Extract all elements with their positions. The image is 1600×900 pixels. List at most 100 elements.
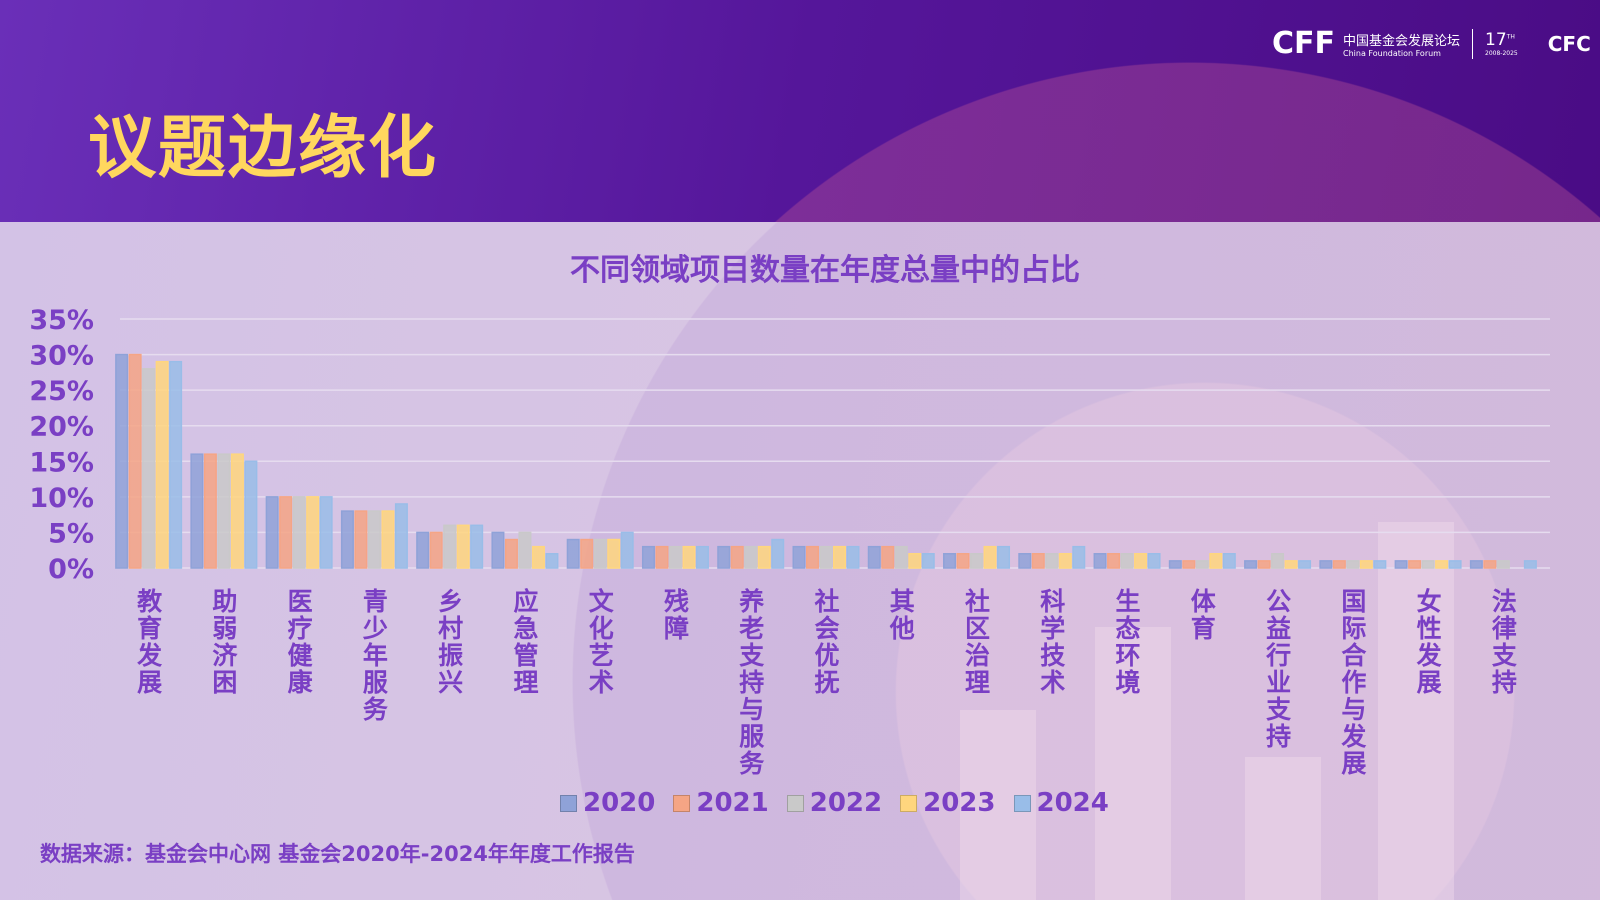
x-tick-label: 展 <box>1341 749 1366 778</box>
bar-2021 <box>806 545 819 569</box>
bar-2021 <box>655 545 669 569</box>
x-tick-label: 生 <box>1116 587 1141 616</box>
legend-swatch <box>560 794 577 812</box>
x-tick-label: 老 <box>739 614 764 643</box>
legend-label: 2023 <box>923 788 996 818</box>
bar-2022 <box>367 510 381 569</box>
x-tick-label: 术 <box>1040 668 1065 697</box>
page-title: 议题边缘化 <box>88 109 439 188</box>
x-tick-label: 学 <box>1040 614 1065 643</box>
bar-2021 <box>881 545 895 569</box>
bar-2020 <box>1394 560 1408 569</box>
bar-2024 <box>1523 560 1537 569</box>
x-tick-label: 性 <box>1417 614 1442 643</box>
x-tick-label: 展 <box>1417 668 1442 697</box>
bar-2023 <box>230 453 244 569</box>
bar-2024 <box>545 553 559 569</box>
bar-2020 <box>340 510 354 569</box>
x-tick-label: 青 <box>363 587 388 616</box>
logo-divider <box>1472 28 1474 59</box>
legend-item: 2020 <box>560 788 655 818</box>
x-tick-label: 支 <box>1266 695 1291 724</box>
bar-2024 <box>1448 560 1462 569</box>
bar-2021 <box>1257 560 1271 569</box>
bar-2021 <box>504 538 518 569</box>
bar-2022 <box>1496 560 1510 569</box>
bar-2020 <box>792 545 806 569</box>
legend-swatch <box>673 794 691 812</box>
x-tick-label: 国 <box>1341 587 1366 616</box>
logo-name-en: China Foundation Forum <box>1343 48 1441 58</box>
cff-logo-mark: CFF <box>1272 26 1336 61</box>
x-tick-label: 支 <box>1492 641 1517 670</box>
bar-2023 <box>531 545 545 569</box>
bar-2020 <box>867 545 881 569</box>
forum-logo: CFF 中国基金会发展论坛 China Foundation Forum 17T… <box>1272 26 1591 61</box>
legend-label: 2020 <box>583 788 656 818</box>
bar-2020 <box>1469 560 1483 569</box>
bar-2023 <box>1435 560 1449 569</box>
bar-2023 <box>1058 553 1072 569</box>
bar-2024 <box>169 360 183 569</box>
x-tick-label: 残 <box>664 587 689 616</box>
y-tick-label: 10% <box>29 483 94 514</box>
bar-2022 <box>292 496 306 569</box>
bar-2020 <box>1168 560 1182 569</box>
logo-name-cn: 中国基金会发展论坛 <box>1343 33 1461 49</box>
x-tick-label: 社 <box>965 587 990 616</box>
bar-2023 <box>1359 560 1373 569</box>
logo-edition: 17 <box>1485 30 1507 50</box>
x-tick-label: 益 <box>1266 614 1291 643</box>
x-tick-label: 务 <box>739 749 764 778</box>
x-tick-label: 体 <box>1191 587 1217 616</box>
bar-2023 <box>757 545 771 569</box>
x-tick-label: 弱 <box>212 614 237 643</box>
bar-2023 <box>155 360 169 569</box>
bar-2023 <box>1134 553 1148 569</box>
x-tick-label: 化 <box>589 614 614 643</box>
x-tick-label: 乡 <box>438 587 463 616</box>
x-tick-label: 兴 <box>438 668 463 697</box>
bar-2020 <box>491 531 505 569</box>
bar-2020 <box>566 538 580 569</box>
x-tick-label: 助 <box>212 587 237 616</box>
x-tick-label: 与 <box>1341 695 1366 724</box>
x-tick-label: 村 <box>438 614 463 643</box>
logo-edition-suffix: TH <box>1506 33 1515 41</box>
x-tick-label: 持 <box>1266 722 1291 751</box>
bar-2021 <box>1332 560 1346 569</box>
x-tick-label: 他 <box>889 614 915 643</box>
x-tick-label: 公 <box>1266 587 1291 616</box>
bar-2021 <box>1408 560 1422 569</box>
x-tick-label: 治 <box>965 641 990 670</box>
bar-2023 <box>682 545 696 569</box>
x-tick-label: 科 <box>1040 587 1065 616</box>
bar-2024 <box>1222 553 1236 569</box>
x-tick-label: 理 <box>965 668 990 697</box>
x-tick-label: 会 <box>814 614 839 643</box>
x-tick-label: 康 <box>288 668 314 697</box>
bar-2020 <box>717 545 731 569</box>
bar-2023 <box>456 524 470 569</box>
bar-2022 <box>668 545 682 569</box>
x-tick-label: 服 <box>363 668 389 697</box>
bar-2022 <box>1195 560 1209 569</box>
x-tick-label: 年 <box>363 641 388 670</box>
legend-label: 2024 <box>1036 788 1109 818</box>
x-tick-label: 艺 <box>589 641 614 670</box>
x-tick-label: 环 <box>1116 641 1141 670</box>
x-tick-label: 术 <box>589 668 614 697</box>
x-tick-label: 急 <box>513 614 538 643</box>
chart-title: 不同领域项目数量在年度总量中的占比 <box>570 253 1080 288</box>
x-tick-label: 展 <box>137 668 162 697</box>
bar-2021 <box>279 496 293 569</box>
x-tick-label: 与 <box>739 695 764 724</box>
x-tick-label: 服 <box>739 722 765 751</box>
legend-label: 2021 <box>696 788 769 818</box>
x-tick-label: 育 <box>137 614 162 643</box>
x-tick-label: 应 <box>513 587 538 616</box>
x-tick-label: 发 <box>136 641 162 670</box>
x-tick-label: 其 <box>890 587 915 616</box>
x-tick-label: 健 <box>288 641 313 670</box>
